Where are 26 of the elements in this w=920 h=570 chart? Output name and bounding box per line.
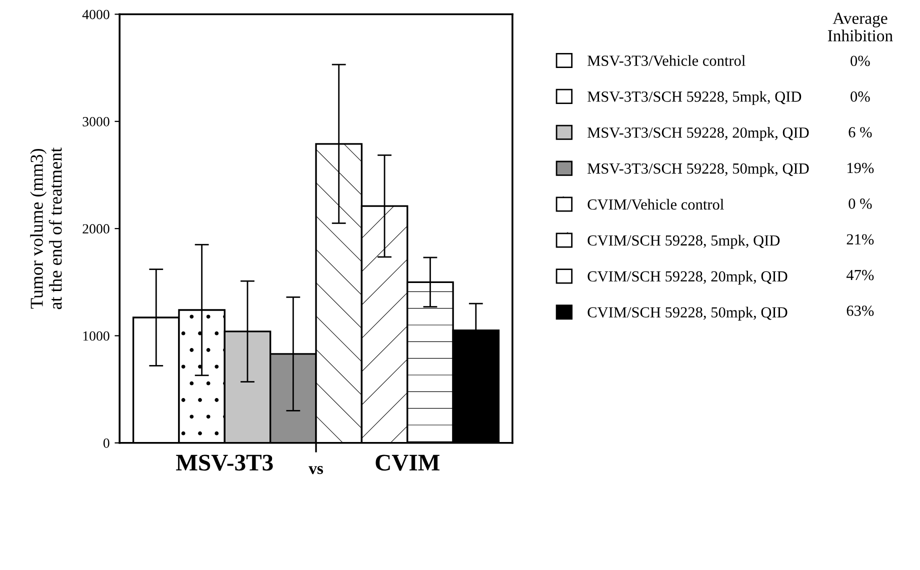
- y-tick-label: 0: [103, 438, 110, 448]
- text: 0 %: [848, 198, 872, 209]
- text: vs: [308, 466, 324, 474]
- legend-label: MSV-3T3/SCH 59228, 5mpk, QID: [588, 91, 802, 105]
- text: 6 %: [848, 127, 872, 138]
- text: 19%: [848, 162, 874, 174]
- legend-label: MSV-3T3/Vehicle control: [588, 55, 746, 66]
- y-axis-title: Tumor volume (mm3) at the end of treatment: [30, 147, 62, 310]
- text: 63%: [846, 306, 874, 316]
- y-tick-label: 4000: [82, 10, 110, 20]
- text: 0%: [850, 91, 870, 102]
- legend-label: CVIM/SCH 59228, 50mpk, QID: [588, 306, 788, 321]
- y-tick-label: 1000: [83, 331, 110, 341]
- x-tick-label: MSV-3T3: [176, 454, 273, 471]
- x-tick-label: CVIM: [376, 454, 440, 471]
- legend-label: MSV-3T3/SCH 59228, 20mpk, QID: [588, 127, 809, 141]
- y-tick-label: 2000: [82, 224, 110, 234]
- y-tick-label: 3000: [82, 116, 110, 126]
- text: 47%: [846, 270, 874, 280]
- text: 21%: [846, 234, 874, 245]
- legend-label: MSV-3T3/SCH 59228, 50mpk, QID: [588, 162, 809, 177]
- legend-label: CVIM/SCH 59228, 20mpk, QID: [588, 270, 788, 285]
- legend-label: CVIM/Vehicle control: [588, 198, 724, 210]
- text: 0%: [850, 56, 870, 66]
- text: Average Inhibition: [828, 12, 893, 42]
- legend-label: CVIM/SCH 59228, 5mpk, QID: [588, 234, 780, 249]
